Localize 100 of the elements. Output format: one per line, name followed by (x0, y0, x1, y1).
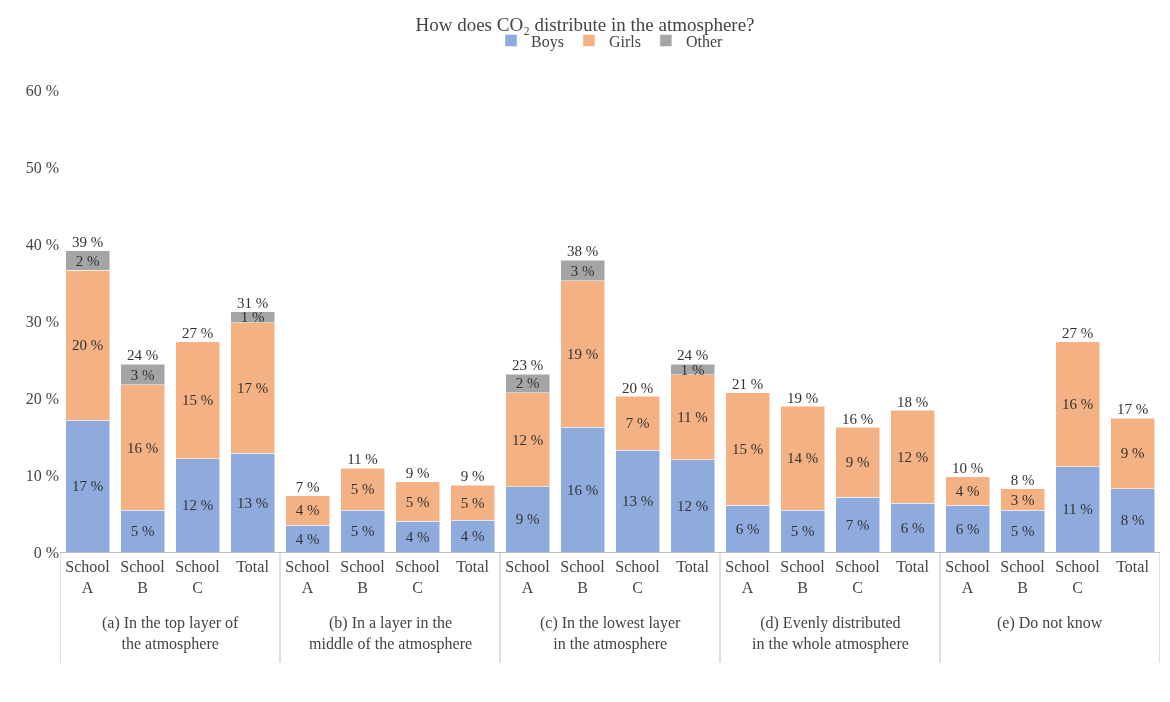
text: (a) In the top layer of the atmosphere (102, 614, 240, 653)
x-tick-label: School C (175, 558, 221, 596)
data-label: 6 % (735, 520, 760, 537)
data-label: 5 % (405, 493, 430, 510)
data-label: 4 % (460, 528, 485, 545)
data-label: 12 % (511, 431, 544, 448)
data-label: 3 % (130, 366, 155, 383)
x-tick-label: Total (456, 558, 490, 576)
total-label: 38 % (566, 243, 599, 260)
data-label: 16 % (566, 481, 599, 498)
data-label: 16 % (126, 439, 159, 456)
text: (e) Do not know (997, 614, 1103, 632)
data-label: 11 % (677, 409, 708, 426)
total-label: 9 % (405, 465, 430, 482)
x-tick-label: School B (780, 558, 826, 596)
y-tick-label: 10 % (25, 466, 59, 484)
total-label: 7 % (295, 479, 320, 496)
x-tick-label: School C (395, 558, 441, 596)
text: (d) Evenly distributed in the whole atmosphere (752, 614, 909, 653)
total-label: 23 % (511, 357, 544, 374)
total-label: 27 % (1061, 325, 1094, 342)
data-label: 13 % (236, 494, 269, 511)
x-tick-label: School B (560, 558, 606, 596)
data-label: 5 % (1010, 523, 1035, 540)
x-tick-label: Total (236, 558, 270, 576)
data-label: 2 % (515, 375, 540, 392)
data-label: 13 % (621, 493, 654, 510)
data-label: 1 % (240, 309, 265, 326)
total-label: 9 % (460, 468, 485, 485)
data-label: 5 % (350, 481, 375, 498)
y-tick-label: 40 % (25, 235, 59, 253)
total-label: 20 % (621, 379, 654, 396)
x-tick-label: School B (1000, 558, 1046, 596)
data-label: 11 % (1062, 501, 1093, 518)
data-label: 16 % (1061, 396, 1094, 413)
x-tick-label: School C (615, 558, 661, 596)
total-label: 24 % (126, 347, 159, 364)
x-tick-label: Total (676, 558, 710, 576)
x-tick-label: School A (505, 558, 551, 596)
x-tick-label: School C (1055, 558, 1101, 596)
total-label: 8 % (1010, 472, 1035, 489)
data-label: 4 % (295, 502, 320, 519)
x-tick-label: School A (65, 558, 111, 596)
y-tick-label: 30 % (25, 312, 59, 330)
legend-label: Girls (608, 32, 641, 50)
data-label: 17 % (71, 478, 104, 495)
data-label: 6 % (955, 520, 980, 537)
data-label: 4 % (405, 528, 430, 545)
data-label: 7 % (625, 415, 650, 432)
x-tick-label: School B (340, 558, 386, 596)
x-tick-label: Total (1116, 558, 1150, 576)
data-label: 12 % (181, 497, 214, 514)
data-label: 8 % (1120, 512, 1145, 529)
total-label: 31 % (236, 295, 269, 312)
total-label: 18 % (896, 393, 929, 410)
chart-title: How does CO₂ distribute in the atmosphere? (415, 13, 755, 35)
data-label: 5 % (350, 523, 375, 540)
x-tick-label: School A (945, 558, 991, 596)
y-tick-label: 60 % (25, 81, 59, 99)
data-label: 5 % (460, 494, 485, 511)
data-label: 4 % (295, 530, 320, 547)
data-label: 19 % (566, 346, 599, 363)
data-label: 5 % (130, 523, 155, 540)
data-label: 9 % (515, 511, 540, 528)
total-label: 21 % (731, 375, 764, 392)
data-label: 6 % (900, 519, 925, 536)
y-tick-label: 50 % (25, 158, 59, 176)
total-label: 11 % (347, 451, 378, 468)
total-label: 10 % (951, 459, 984, 476)
data-label: 9 % (1120, 445, 1145, 462)
data-label: 14 % (786, 450, 819, 467)
data-label: 17 % (236, 379, 269, 396)
x-tick-label: School B (120, 558, 166, 596)
data-label: 12 % (676, 497, 709, 514)
total-label: 24 % (676, 347, 709, 364)
text: (c) In the lowest layer in the atmosphere (540, 614, 682, 653)
x-tick-label: School A (725, 558, 771, 596)
y-tick-label: 0 % (33, 543, 59, 561)
data-label: 1 % (680, 361, 705, 378)
data-label: 7 % (845, 516, 870, 533)
data-label: 15 % (731, 440, 764, 457)
total-label: 39 % (71, 234, 104, 251)
total-label: 19 % (786, 389, 819, 406)
data-label: 12 % (896, 448, 929, 465)
x-tick-label: School A (285, 558, 331, 596)
x-tick-label: School C (835, 558, 881, 596)
data-label: 3 % (1010, 491, 1035, 508)
y-tick-label: 20 % (25, 389, 59, 407)
data-label: 9 % (845, 454, 870, 471)
data-label: 5 % (790, 523, 815, 540)
total-label: 17 % (1116, 401, 1149, 418)
data-label: 20 % (71, 337, 104, 354)
data-label: 4 % (955, 482, 980, 499)
legend-label: Boys (531, 32, 564, 51)
data-label: 2 % (75, 252, 100, 269)
x-tick-label: Total (896, 558, 930, 576)
text: (b) In a layer in the middle of the atmosphere (309, 614, 473, 653)
data-label: 3 % (570, 262, 595, 279)
total-label: 16 % (841, 410, 874, 427)
total-label: 27 % (181, 325, 214, 342)
